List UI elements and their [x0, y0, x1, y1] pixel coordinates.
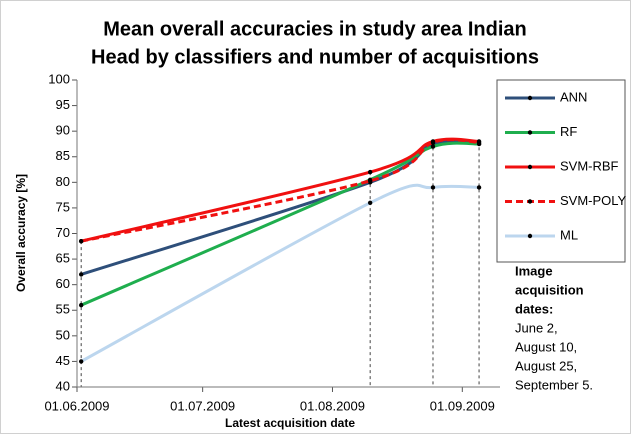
point [476, 140, 482, 145]
x-tick-label: 01.08.2009 [300, 398, 365, 413]
chart-title: Head by classifiers and number of acquis… [91, 46, 539, 68]
annotation-title: acquisition [515, 282, 584, 297]
annotation-line: June 2, [515, 320, 558, 335]
series-line [80, 138, 480, 243]
point [367, 169, 373, 175]
legend-marker [527, 199, 533, 204]
annotation-line: September 5. [515, 377, 593, 392]
point [430, 144, 436, 149]
point [430, 185, 436, 190]
y-tick-label: 100 [48, 71, 70, 86]
point [476, 185, 482, 190]
y-tick-label: 40 [56, 378, 70, 393]
point [78, 302, 84, 308]
y-tick-label: 45 [56, 353, 70, 368]
point [430, 140, 436, 145]
y-tick-label: 60 [56, 276, 70, 291]
y-tick-label: 90 [56, 123, 70, 138]
y-axis-label: Overall accuracy [%] [14, 174, 28, 292]
legend-label: ANN [560, 89, 587, 104]
y-tick-label: 85 [56, 148, 70, 163]
point [78, 272, 84, 277]
y-tick-label: 95 [56, 97, 70, 112]
legend-marker [527, 233, 533, 239]
point [78, 359, 84, 364]
y-tick-label: 55 [56, 302, 70, 317]
x-tick-label: 01.07.2009 [170, 398, 235, 413]
x-axis-label: Latest acquisition date [225, 416, 355, 430]
legend-marker [527, 95, 533, 101]
legend-label: SVM-RBF [560, 158, 619, 173]
legend-marker [527, 130, 533, 135]
y-tick-label: 80 [56, 174, 70, 189]
point [78, 238, 84, 244]
annotation-line: August 25, [515, 358, 577, 373]
legend-label: SVM-POLY [560, 193, 627, 208]
annotation-line: August 10, [515, 339, 577, 354]
annotation-title: dates: [515, 301, 553, 316]
annotation-title: Image [515, 263, 553, 278]
legend-box [496, 79, 626, 263]
chart-title: Mean overall accuracies in study area In… [103, 18, 527, 40]
point [367, 200, 373, 205]
y-tick-label: 50 [56, 327, 70, 342]
legend-label: ML [560, 227, 578, 242]
legend-label: RF [560, 124, 577, 139]
y-tick-label: 70 [56, 225, 70, 240]
legend-marker [527, 164, 533, 170]
point [367, 178, 373, 183]
x-tick-label: 01.06.2009 [44, 398, 109, 413]
x-tick-label: 01.09.2009 [430, 398, 495, 413]
y-tick-label: 65 [56, 251, 70, 266]
y-tick-label: 75 [56, 199, 70, 214]
